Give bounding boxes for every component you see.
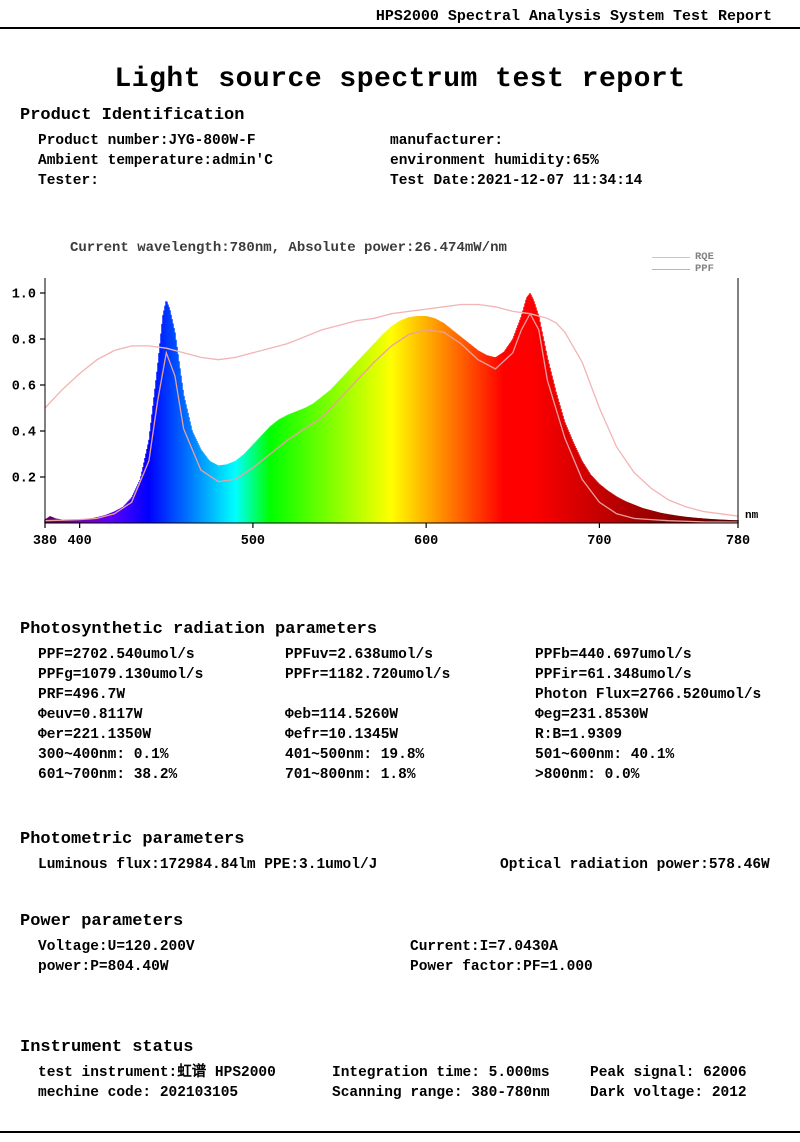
param-phi-er: Φer=221.1350W: [38, 727, 152, 743]
section-instrument-status: Instrument status test instrument:虹谱 HPS…: [20, 1038, 790, 1103]
band-501-600: 501~600nm: 40.1%: [535, 747, 675, 763]
report-header-title: HPS2000 Spectral Analysis System Test Re…: [375, 8, 772, 25]
product-number: Product number:JYG-800W-F: [38, 133, 256, 149]
power-value: power:P=804.40W: [38, 959, 169, 975]
svg-text:600: 600: [414, 534, 438, 549]
param-ppfir: PPFir=61.348umol/s: [535, 667, 692, 683]
svg-text:0.6: 0.6: [12, 380, 36, 395]
svg-text:400: 400: [67, 534, 91, 549]
peak-signal: Peak signal: 62006: [590, 1065, 747, 1081]
chart-caption: Current wavelength:780nm, Absolute power…: [70, 240, 507, 256]
photosynthetic-rows: PPF=2702.540umol/s PPFuv=2.638umol/s PPF…: [38, 645, 790, 785]
band-701-800: 701~800nm: 1.8%: [285, 767, 416, 783]
svg-text:700: 700: [587, 534, 611, 549]
param-ppfuv: PPFuv=2.638umol/s: [285, 647, 433, 663]
spectrum-chart: 0.2 0.4 0.6 0.8 1.0 380 400 500 600 700 780 nm: [12, 278, 759, 549]
param-prf: PRF=496.7W: [38, 687, 126, 703]
rqe-line-sample: [652, 256, 690, 258]
manufacturer: manufacturer:: [390, 133, 504, 149]
section-product-identification: Product Identification Product number:JY…: [20, 106, 790, 191]
legend-item-rqe: RQE: [652, 251, 714, 263]
power-factor: Power factor:PF=1.000: [410, 959, 593, 975]
luminous-flux-ppe: Luminous flux:172984.84lm PPE:3.1umol/J: [38, 857, 378, 873]
svg-text:0.4: 0.4: [12, 426, 36, 441]
chart-legend: RQE PPF: [652, 251, 714, 275]
legend-label-rqe: RQE: [695, 251, 714, 263]
photosynthetic-heading: Photosynthetic radiation parameters: [20, 620, 378, 639]
param-phi-eb: Φeb=114.5260W: [285, 707, 399, 723]
band-601-700: 601~700nm: 38.2%: [38, 767, 178, 783]
band-over-800: >800nm: 0.0%: [535, 767, 640, 783]
svg-text:500: 500: [241, 534, 265, 549]
instrument-rows: test instrument:虹谱 HPS2000 Integration t…: [38, 1063, 790, 1103]
param-phi-euv: Φeuv=0.8117W: [38, 707, 143, 723]
param-ppf: PPF=2702.540umol/s: [38, 647, 195, 663]
environment-humidity: environment humidity:65%: [390, 153, 599, 169]
svg-text:380: 380: [33, 534, 57, 549]
report-title: Light source spectrum test report: [114, 64, 686, 95]
optical-radiation-power: Optical radiation power:578.46W: [500, 857, 770, 873]
param-rb-ratio: R:B=1.9309: [535, 727, 623, 743]
section-photosynthetic-parameters: Photosynthetic radiation parameters PPF=…: [20, 620, 790, 785]
svg-text:780: 780: [726, 534, 750, 549]
svg-text:0.8: 0.8: [12, 334, 36, 349]
section-power-parameters: Power parameters Voltage:U=120.200V Curr…: [20, 912, 790, 977]
param-empty: [285, 685, 535, 705]
svg-text:1.0: 1.0: [12, 288, 36, 303]
scanning-range: Scanning range: 380-780nm: [332, 1085, 550, 1101]
voltage: Voltage:U=120.200V: [38, 939, 195, 955]
section-photometric-parameters: Photometric parameters Luminous flux:172…: [20, 830, 790, 875]
footer-divider: [0, 1131, 800, 1133]
integration-time: Integration time: 5.000ms: [332, 1065, 550, 1081]
tester: Tester:: [38, 173, 99, 189]
current: Current:I=7.0430A: [410, 939, 558, 955]
band-300-400: 300~400nm: 0.1%: [38, 747, 169, 763]
power-heading: Power parameters: [20, 912, 184, 931]
param-ppfb: PPFb=440.697umol/s: [535, 647, 692, 663]
legend-item-ppf: PPF: [652, 263, 714, 275]
legend-label-ppf: PPF: [695, 263, 714, 275]
instrument-heading: Instrument status: [20, 1038, 194, 1057]
power-rows: Voltage:U=120.200V Current:I=7.0430A pow…: [38, 937, 790, 977]
photometric-rows: Luminous flux:172984.84lm PPE:3.1umol/J …: [38, 855, 790, 875]
ambient-temperature: Ambient temperature:admin'C: [38, 153, 273, 169]
svg-text:nm: nm: [745, 510, 759, 522]
machine-code: mechine code: 202103105: [38, 1085, 239, 1101]
header-divider: [0, 27, 800, 29]
ppf-line-sample: [652, 268, 690, 270]
test-date: Test Date:2021-12-07 11:34:14: [390, 173, 643, 189]
svg-text:0.2: 0.2: [12, 472, 36, 487]
band-401-500: 401~500nm: 19.8%: [285, 747, 425, 763]
param-ppfg: PPFg=1079.130umol/s: [38, 667, 204, 683]
param-photon-flux: Photon Flux=2766.520umol/s: [535, 687, 762, 703]
param-phi-eg: Φeg=231.8530W: [535, 707, 649, 723]
product-identification-rows: Product number:JYG-800W-F manufacturer: …: [38, 131, 790, 191]
test-instrument: test instrument:虹谱 HPS2000: [38, 1065, 276, 1081]
product-identification-heading: Product Identification: [20, 106, 245, 125]
photometric-heading: Photometric parameters: [20, 830, 245, 849]
param-ppfr: PPFr=1182.720umol/s: [285, 667, 451, 683]
param-phi-efr: Φefr=10.1345W: [285, 727, 399, 743]
dark-voltage: Dark voltage: 2012: [590, 1085, 747, 1101]
